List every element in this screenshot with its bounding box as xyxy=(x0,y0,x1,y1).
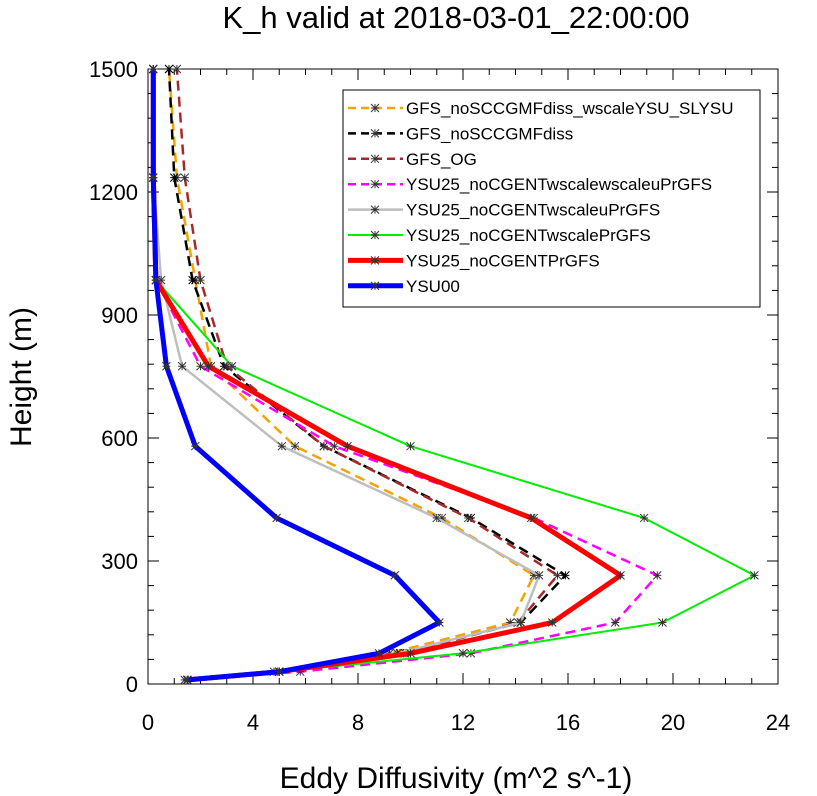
x-tick-label: 24 xyxy=(766,710,790,735)
legend-marker xyxy=(370,103,380,113)
data-point xyxy=(406,648,415,658)
data-point xyxy=(190,441,200,451)
x-tick-label: 12 xyxy=(451,710,475,735)
data-point xyxy=(274,667,284,677)
y-tick-label: 0 xyxy=(126,672,138,697)
legend-marker xyxy=(370,179,380,189)
data-point xyxy=(277,441,287,451)
data-point xyxy=(616,570,625,580)
x-tick-label: 16 xyxy=(556,710,580,735)
data-point xyxy=(639,513,649,523)
data-point xyxy=(610,618,620,627)
legend-marker xyxy=(370,205,380,214)
data-point xyxy=(374,648,384,658)
legend-marker xyxy=(370,129,380,138)
legend-label: YSU25_noCGENTPrGFS xyxy=(406,251,600,270)
y-tick-label: 900 xyxy=(101,303,138,328)
data-point xyxy=(272,513,281,523)
data-point xyxy=(188,275,197,285)
x-tick-label: 8 xyxy=(352,710,364,735)
x-tick-label: 20 xyxy=(661,710,685,735)
data-point xyxy=(435,618,444,627)
x-tick-label: 4 xyxy=(247,710,259,735)
data-point xyxy=(547,618,557,627)
legend-label: GFS_noSCCGMFdiss_wscaleYSU_SLYSU xyxy=(406,99,734,118)
data-point xyxy=(319,441,329,451)
x-tick-label: 0 xyxy=(142,710,154,735)
data-point xyxy=(172,64,182,74)
data-point xyxy=(750,570,759,580)
data-point xyxy=(164,64,174,74)
data-point xyxy=(148,173,158,183)
data-point xyxy=(177,361,187,371)
legend-label: YSU25_noCGENTwscaleuPrGFS xyxy=(406,201,660,220)
data-point xyxy=(204,361,213,371)
data-point xyxy=(183,675,192,685)
data-point xyxy=(169,173,179,183)
y-tick-label: 300 xyxy=(101,549,138,574)
data-point xyxy=(196,275,205,285)
data-point xyxy=(458,648,468,658)
data-point xyxy=(406,441,415,451)
data-point xyxy=(526,513,536,523)
data-point xyxy=(553,570,562,580)
data-point xyxy=(180,173,190,183)
legend-marker xyxy=(370,281,380,291)
data-point xyxy=(290,441,300,451)
data-point xyxy=(162,361,171,371)
legend-marker xyxy=(370,230,380,240)
data-point xyxy=(652,570,662,580)
y-axis-title: Height (m) xyxy=(5,307,38,447)
data-point xyxy=(534,570,544,580)
series-line-4 xyxy=(152,69,659,682)
data-point xyxy=(516,618,526,627)
chart-title: K_h valid at 2018-03-01_22:00:00 xyxy=(222,0,689,35)
y-tick-label: 600 xyxy=(101,426,138,451)
data-point xyxy=(227,361,237,371)
legend-label: YSU00 xyxy=(406,277,460,296)
legend-label: YSU25_noCGENTwscalePrGFS xyxy=(406,226,651,245)
data-point xyxy=(148,64,158,74)
data-point xyxy=(151,275,161,285)
y-tick-label: 1200 xyxy=(89,180,138,205)
y-tick-label: 1500 xyxy=(89,57,138,82)
data-point xyxy=(658,618,667,627)
data-point xyxy=(390,570,400,580)
data-point xyxy=(463,513,473,523)
legend-marker xyxy=(370,154,380,164)
data-point xyxy=(343,441,352,451)
data-point xyxy=(561,570,570,580)
data-point xyxy=(432,513,442,523)
data-point xyxy=(330,441,339,451)
legend-label: YSU25_noCGENTwscalewscaleuPrGFS xyxy=(406,175,712,194)
data-point xyxy=(196,361,205,371)
legend-label: GFS_noSCCGMFdiss xyxy=(406,124,573,143)
legend-label: GFS_OG xyxy=(406,150,477,169)
legend-marker xyxy=(370,256,380,265)
x-axis-title: Eddy Diffusivity (m^2 s^-1) xyxy=(280,762,633,795)
legend-box xyxy=(342,89,761,308)
